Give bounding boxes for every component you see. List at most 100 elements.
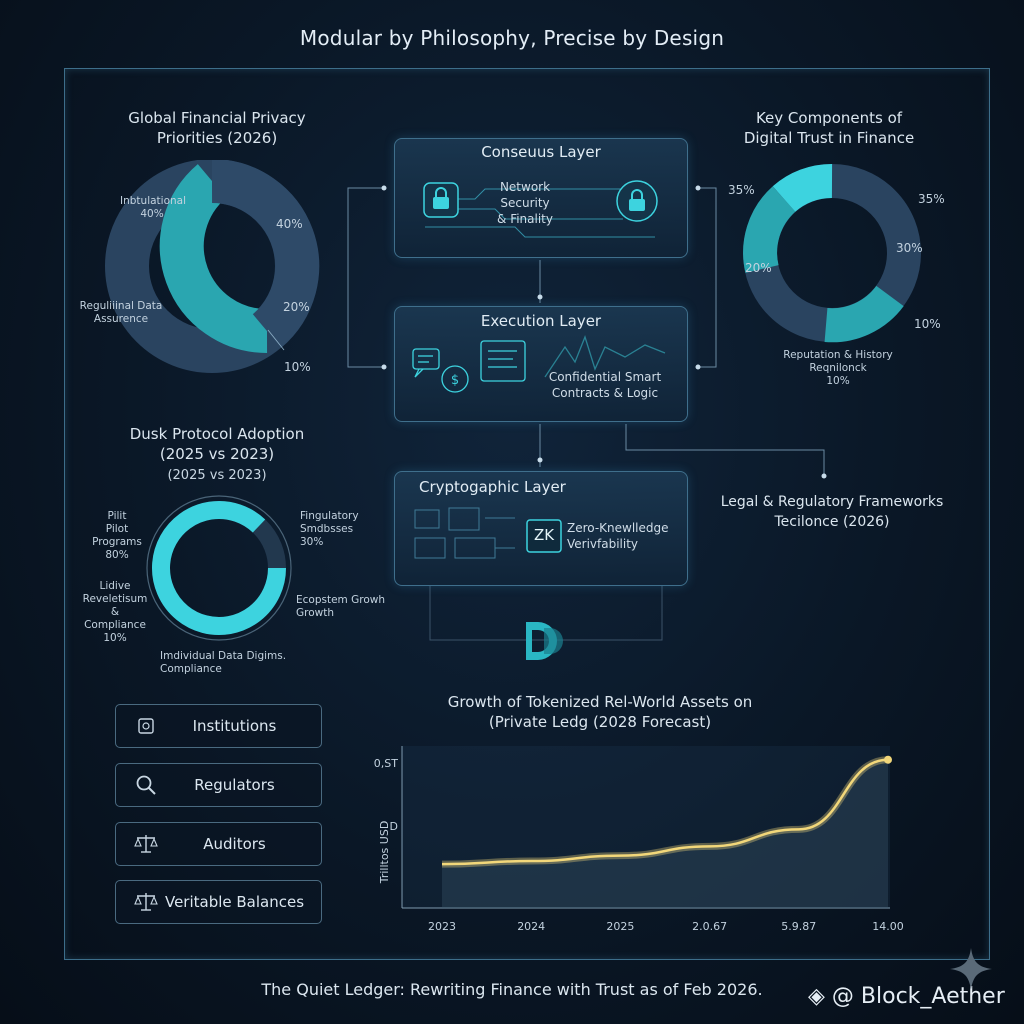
stakeholder-institutions-label: Institutions (192, 717, 277, 735)
stakeholder-institutions[interactable]: Institutions (115, 704, 322, 748)
sparkle-icon (950, 948, 992, 990)
legal-line2: Tecilonce (2026) (774, 514, 890, 530)
privacy-pct-20: 20% (283, 300, 310, 314)
legal-frameworks-label: Legal & Regulatory Frameworks Tecilonce … (696, 492, 968, 532)
zk-badge-text: ZK (533, 526, 555, 544)
privacy-chart-title: Global Financial Privacy Priorities (202… (112, 108, 322, 148)
privacy-inst-text: Inbtulational (120, 195, 187, 207)
legal-line1: Legal & Regulatory Frameworks (720, 494, 944, 510)
adoption-eco-l1: Ecopstem Growh (296, 594, 385, 606)
dot-1 (381, 185, 387, 191)
chat-icon (412, 348, 440, 378)
adoption-outer-ring (146, 495, 292, 641)
search-icon (134, 773, 158, 797)
adoption-sandbox-l2: Smdbsses (300, 523, 354, 535)
crypto-circuit (414, 507, 562, 559)
execution-sub-l1: Confidential Smart (548, 370, 662, 384)
consensus-circuit (423, 180, 658, 238)
growth-line-chart: 0,ST D Trilltos USD 2023 2024 2025 2.0.67 5.… (374, 746, 904, 933)
growth-title-l2: (Private Ledg (2028 Forecast) (488, 713, 712, 731)
growth-xtick-5: 14.00 (872, 920, 904, 933)
adoption-label-bottom: Imdividual Data Digims. Compliance (160, 650, 286, 676)
privacy-title-line1: Global Financial Privacy (128, 109, 306, 127)
dot-3 (695, 185, 701, 191)
chip-4 (454, 537, 496, 559)
adoption-label-live: Lidive Reveletisum & Compliance 10% (82, 580, 148, 645)
dot-4 (695, 364, 701, 370)
consensus-layer-title: Conseuus Layer (481, 143, 601, 161)
crypto-layer-card: Cryptogaphic Layer ZK Zero-Knewlledge Ve… (394, 471, 688, 586)
trust-chart-title: Key Components of Digital Trust in Finan… (724, 108, 934, 148)
consensus-layer-subtitle: Network Security & Finality (475, 179, 575, 227)
crypto-layer-title: Cryptogaphic Layer (419, 478, 566, 496)
privacy-inst-pct: 40% (140, 208, 164, 220)
stakeholder-veritable-label: Veritable Balances (164, 893, 305, 911)
growth-xticks: 2023 2024 2025 2.0.67 5.9.87 14.00 (428, 920, 904, 933)
connector-right (698, 187, 717, 368)
trust-title-line1: Key Components of (755, 109, 903, 127)
execution-icons: $ (412, 335, 666, 393)
zk-badge (526, 519, 562, 553)
adoption-bottom-l1: Imdividual Data Digims. (160, 650, 287, 662)
privacy-label-institutional: Inbtulational 40% (120, 195, 187, 221)
stakeholder-veritable-balances[interactable]: Veritable Balances (115, 880, 322, 924)
growth-area (442, 759, 888, 908)
scale-icon (134, 832, 158, 856)
privacy-reg-text1: Reguliiinal Data (79, 300, 163, 312)
adoption-label-sandbox: Fingulatory Smdbsses 30% (300, 510, 359, 549)
privacy-donut (105, 160, 320, 373)
connector-left (347, 187, 384, 368)
trust-pct-10: 10% (914, 317, 941, 331)
growth-series-line (441, 758, 889, 866)
adoption-sandbox-l1: Fingulatory (300, 510, 359, 522)
adoption-label-eco: Ecopstem Growh Growth (296, 594, 385, 620)
dot-2 (381, 364, 387, 370)
circuit-line-3 (425, 226, 655, 238)
privacy-pct-10: 10% (284, 360, 311, 374)
trust-slice-teal (743, 186, 796, 273)
crypto-layer-subtitle: Zero-Knewlledge Verivfability (567, 520, 677, 552)
growth-ytick-1: D (390, 820, 398, 833)
trust-bottom-label: Reputation & History Reqnilonck 10% (768, 349, 908, 388)
trust-slice-teal-bottom (824, 285, 904, 343)
adoption-label-pilot: Pilit Pilot Programs 80% (84, 510, 150, 562)
consensus-sub-l2: & Finality (497, 212, 553, 226)
svg-text:$: $ (451, 373, 459, 388)
stakeholder-regulators[interactable]: Regulators (115, 763, 322, 807)
vault-icon (134, 714, 158, 738)
consensus-sub-l1: Network Security (499, 180, 551, 210)
signal-line (544, 335, 666, 378)
dot-7 (821, 473, 827, 479)
chip-links (485, 517, 515, 549)
trust-slice-cyan (772, 163, 833, 213)
adoption-pilot-l2: Pilot Programs (92, 523, 142, 548)
growth-ytick-0: 0,ST (374, 757, 398, 770)
lock-icon-left (423, 182, 459, 218)
growth-point-5 (884, 755, 892, 764)
adoption-live-l3: & Compliance (84, 606, 146, 631)
execution-layer-title: Execution Layer (480, 312, 602, 330)
coin-icon: $ (441, 365, 469, 393)
growth-xtick-0: 2023 (428, 920, 456, 933)
dusk-logo-icon (526, 622, 563, 660)
adoption-pilot-l1: Pilit (107, 510, 127, 522)
adoption-subtitle: (2025 vs 2023) (167, 468, 267, 483)
trust-donut (743, 163, 921, 343)
diamond-icon: ◈ (808, 984, 825, 1009)
growth-points (884, 755, 892, 764)
adoption-title-line2: (2025 vs 2023) (159, 445, 275, 463)
execution-layer-card: Execution Layer $ Confidential Smart Con… (394, 306, 688, 422)
trust-title-line2: Digital Trust in Finance (743, 129, 915, 147)
trust-pct-30: 30% (896, 241, 923, 255)
execution-sub-l2: Contracts & Logic (551, 386, 659, 400)
trust-bottom-line2: Reqnilonck (809, 362, 867, 374)
adoption-bottom-l2: Compliance (160, 663, 222, 675)
trust-bottom-line1: Reputation & History (783, 349, 893, 361)
stakeholder-auditors[interactable]: Auditors (115, 822, 322, 866)
adoption-live-l4: 10% (103, 632, 127, 644)
adoption-title-line1: Dusk Protocol Adoption (129, 425, 305, 443)
trust-pct-20: 20% (745, 261, 772, 275)
adoption-sandbox-l3: 30% (300, 536, 324, 548)
stakeholder-auditors-label: Auditors (203, 835, 266, 853)
adoption-chart-title: Dusk Protocol Adoption (2025 vs 2023) (110, 424, 324, 464)
